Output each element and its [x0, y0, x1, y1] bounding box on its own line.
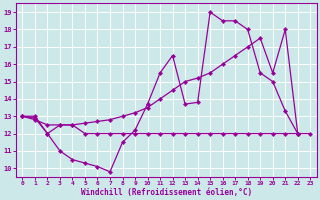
X-axis label: Windchill (Refroidissement éolien,°C): Windchill (Refroidissement éolien,°C)	[81, 188, 252, 197]
